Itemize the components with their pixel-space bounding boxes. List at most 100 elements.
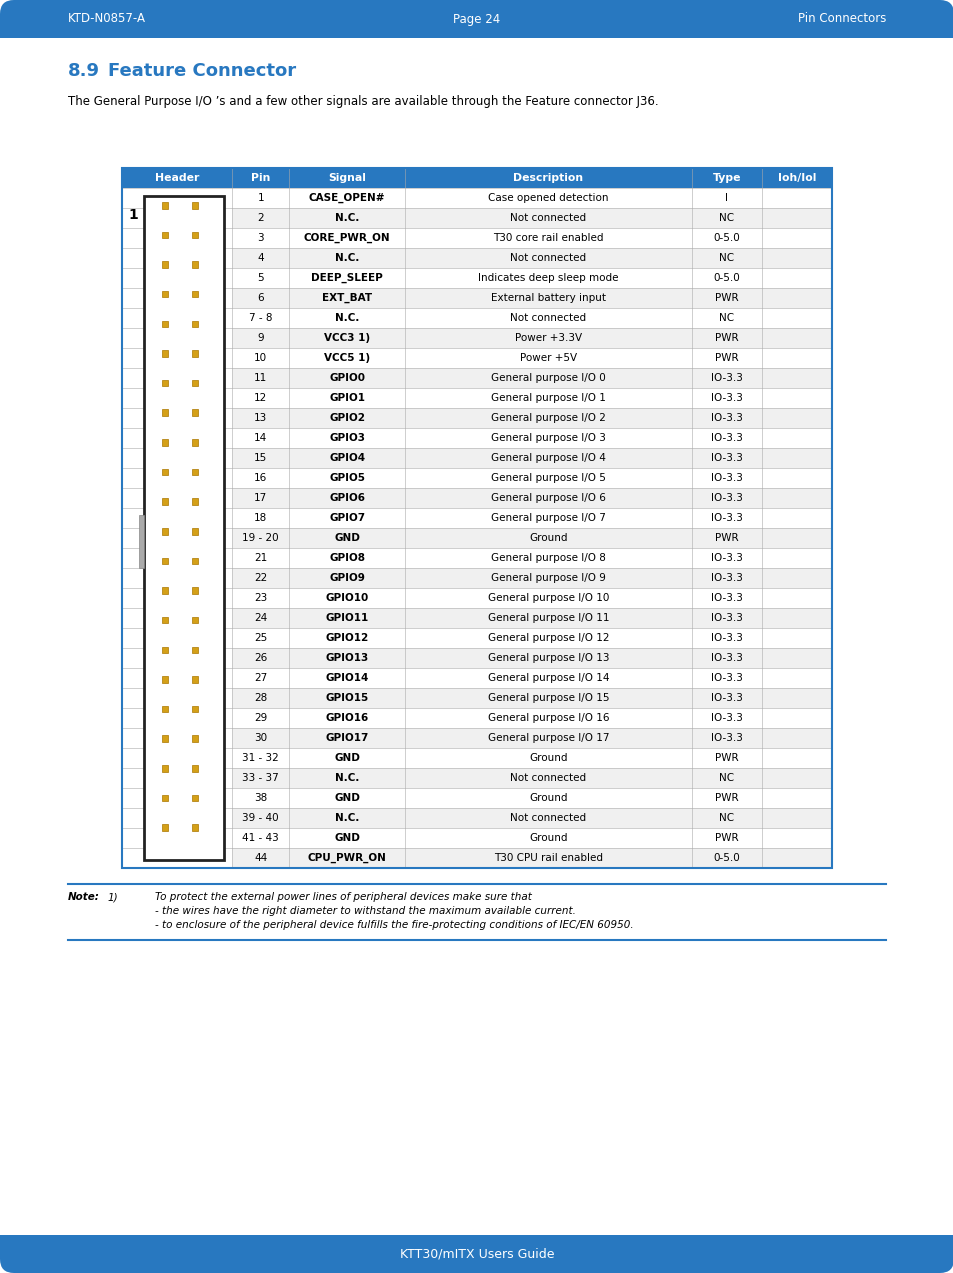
Bar (161, 468, 168, 475)
Text: IO-3.3: IO-3.3 (710, 733, 742, 743)
Bar (289, 788, 404, 808)
Bar (289, 308, 404, 328)
Bar (161, 498, 168, 505)
Bar (761, 568, 831, 588)
Bar (761, 228, 831, 248)
Text: PWR: PWR (714, 754, 738, 763)
Text: - to enclosure of the peripheral device fulfills the fire-protecting conditions : - to enclosure of the peripheral device … (154, 920, 633, 931)
Bar (192, 321, 198, 327)
Bar (161, 587, 168, 593)
Text: 10: 10 (253, 353, 267, 363)
Text: General purpose I/O 13: General purpose I/O 13 (487, 653, 608, 663)
Text: PWR: PWR (714, 334, 738, 342)
Text: 23: 23 (253, 593, 267, 603)
Bar (289, 628, 404, 648)
Text: IO-3.3: IO-3.3 (710, 513, 742, 523)
Bar (404, 188, 691, 207)
Text: 13: 13 (253, 412, 267, 423)
Bar (761, 188, 831, 207)
Bar (161, 617, 168, 624)
Bar (289, 808, 404, 827)
Bar (691, 269, 761, 288)
Bar (232, 547, 289, 568)
Bar (691, 188, 761, 207)
Text: GPIO5: GPIO5 (329, 474, 365, 482)
Bar (691, 648, 761, 668)
Text: 0-5.0: 0-5.0 (713, 853, 740, 863)
Bar (289, 468, 404, 488)
Bar (192, 232, 198, 238)
Text: 27: 27 (253, 673, 267, 684)
Text: GPIO13: GPIO13 (325, 653, 369, 663)
Text: GPIO12: GPIO12 (325, 633, 369, 643)
Text: IO-3.3: IO-3.3 (710, 573, 742, 583)
Bar (404, 348, 691, 368)
Bar (404, 648, 691, 668)
Bar (289, 348, 404, 368)
Text: N.C.: N.C. (335, 813, 359, 824)
Bar (232, 728, 289, 749)
Bar (192, 794, 198, 801)
Text: 4: 4 (257, 253, 264, 264)
Text: 12: 12 (253, 393, 267, 404)
FancyBboxPatch shape (0, 1235, 953, 1273)
Text: 18: 18 (253, 513, 267, 523)
Bar (232, 248, 289, 269)
Bar (691, 788, 761, 808)
Bar (404, 168, 691, 188)
Bar (289, 269, 404, 288)
Bar (144, 196, 224, 861)
Text: General purpose I/O 16: General purpose I/O 16 (487, 713, 608, 723)
Bar (691, 288, 761, 308)
Bar (192, 202, 198, 209)
Bar (691, 428, 761, 448)
Text: Not connected: Not connected (510, 313, 586, 323)
Text: GPIO11: GPIO11 (325, 614, 369, 622)
Text: GND: GND (334, 533, 359, 544)
Text: GPIO6: GPIO6 (329, 493, 365, 503)
Bar (404, 687, 691, 708)
Bar (232, 388, 289, 409)
Text: General purpose I/O 3: General purpose I/O 3 (491, 433, 605, 443)
Text: IO-3.3: IO-3.3 (710, 693, 742, 703)
Bar (161, 202, 168, 209)
Text: General purpose I/O 2: General purpose I/O 2 (491, 412, 605, 423)
Bar (761, 528, 831, 547)
Bar (232, 608, 289, 628)
Bar (691, 409, 761, 428)
Bar (404, 409, 691, 428)
Text: General purpose I/O 1: General purpose I/O 1 (491, 393, 605, 404)
Bar (761, 588, 831, 608)
Text: - the wires have the right diameter to withstand the maximum available current.: - the wires have the right diameter to w… (154, 906, 576, 917)
Bar (404, 808, 691, 827)
Text: CORE_PWR_ON: CORE_PWR_ON (303, 233, 390, 243)
Bar (761, 288, 831, 308)
Text: IO-3.3: IO-3.3 (710, 433, 742, 443)
Bar (161, 647, 168, 653)
Text: 31 - 32: 31 - 32 (242, 754, 278, 763)
Bar (761, 448, 831, 468)
Bar (691, 588, 761, 608)
Text: N.C.: N.C. (335, 313, 359, 323)
Text: GPIO8: GPIO8 (329, 552, 365, 563)
Bar (691, 308, 761, 328)
Text: Ground: Ground (529, 793, 567, 803)
Bar (289, 547, 404, 568)
Bar (232, 749, 289, 768)
Bar (761, 827, 831, 848)
Bar (289, 528, 404, 547)
Bar (161, 379, 168, 386)
Text: External battery input: External battery input (490, 293, 605, 303)
Bar (161, 439, 168, 446)
Bar (192, 350, 198, 356)
Text: NC: NC (719, 253, 734, 264)
Text: I: I (724, 193, 727, 202)
Text: 28: 28 (253, 693, 267, 703)
Text: 1): 1) (108, 892, 118, 903)
Text: GPIO0: GPIO0 (329, 373, 365, 383)
Text: 6: 6 (257, 293, 264, 303)
Text: IO-3.3: IO-3.3 (710, 393, 742, 404)
Text: VCC5 1): VCC5 1) (324, 353, 370, 363)
Text: 33 - 37: 33 - 37 (242, 773, 278, 783)
Bar (232, 708, 289, 728)
